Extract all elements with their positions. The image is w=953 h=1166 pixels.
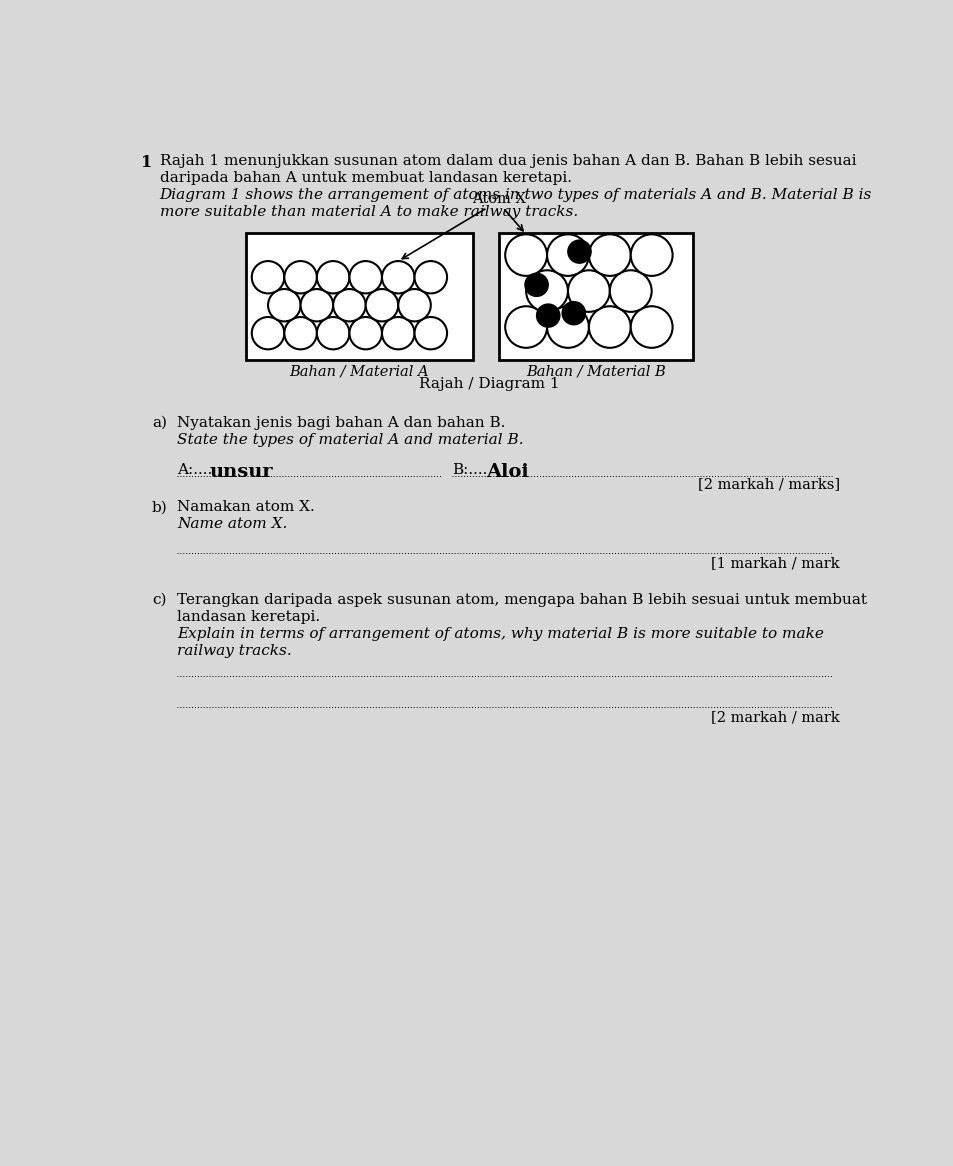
Text: Bahan / Material B: Bahan / Material B: [525, 365, 665, 379]
Text: unsur: unsur: [209, 463, 273, 482]
Circle shape: [567, 271, 609, 311]
Bar: [498, 233, 692, 360]
Circle shape: [525, 271, 567, 311]
Text: 1: 1: [141, 154, 152, 170]
Circle shape: [349, 317, 381, 350]
Text: Nyatakan jenis bagi bahan A dan bahan B.: Nyatakan jenis bagi bahan A dan bahan B.: [177, 415, 505, 429]
Circle shape: [588, 307, 630, 347]
Circle shape: [630, 307, 672, 347]
Text: landasan keretapi.: landasan keretapi.: [177, 610, 320, 624]
Text: Diagram 1 shows the arrangement of atoms in two types of materials A and B. Mate: Diagram 1 shows the arrangement of atoms…: [159, 188, 871, 202]
Circle shape: [630, 234, 672, 276]
Text: b): b): [152, 500, 168, 514]
Text: Name atom X.: Name atom X.: [177, 518, 288, 532]
Circle shape: [505, 234, 546, 276]
Text: Rajah / Diagram 1: Rajah / Diagram 1: [418, 377, 558, 391]
Text: more suitable than material A to make railway tracks.: more suitable than material A to make ra…: [159, 204, 578, 218]
Circle shape: [252, 317, 284, 350]
Bar: [245, 233, 472, 360]
Circle shape: [567, 240, 591, 264]
Circle shape: [546, 234, 588, 276]
Text: [1 markah / mark: [1 markah / mark: [711, 556, 840, 570]
Circle shape: [397, 289, 431, 322]
Circle shape: [381, 317, 415, 350]
Text: [2 markah / marks]: [2 markah / marks]: [698, 477, 840, 491]
Circle shape: [609, 271, 651, 311]
Text: daripada bahan A untuk membuat landasan keretapi.: daripada bahan A untuk membuat landasan …: [159, 170, 571, 184]
Text: Aloi: Aloi: [485, 463, 528, 482]
Circle shape: [252, 261, 284, 294]
Circle shape: [333, 289, 365, 322]
Circle shape: [316, 317, 349, 350]
Circle shape: [561, 302, 585, 324]
Circle shape: [316, 261, 349, 294]
Circle shape: [268, 289, 300, 322]
Circle shape: [546, 307, 588, 347]
Text: Namakan atom X.: Namakan atom X.: [177, 500, 314, 514]
Circle shape: [505, 307, 546, 347]
Text: Explain in terms of arrangement of atoms, why material B is more suitable to mak: Explain in terms of arrangement of atoms…: [177, 626, 823, 640]
Circle shape: [536, 304, 559, 328]
Circle shape: [524, 273, 548, 296]
Circle shape: [349, 261, 381, 294]
Text: railway tracks.: railway tracks.: [177, 644, 292, 658]
Circle shape: [588, 234, 630, 276]
Text: a): a): [152, 415, 167, 429]
Text: B:....: B:....: [452, 463, 487, 477]
Text: [2 markah / mark: [2 markah / mark: [711, 710, 840, 724]
Text: A:....: A:....: [177, 463, 213, 477]
Text: Rajah 1 menunjukkan susunan atom dalam dua jenis bahan A dan B. Bahan B lebih se: Rajah 1 menunjukkan susunan atom dalam d…: [159, 154, 855, 168]
Circle shape: [381, 261, 415, 294]
Text: Atom X: Atom X: [472, 192, 525, 206]
Circle shape: [300, 289, 333, 322]
Circle shape: [284, 317, 316, 350]
Text: State the types of material A and material B.: State the types of material A and materi…: [177, 433, 523, 447]
Text: c): c): [152, 592, 166, 606]
Text: Terangkan daripada aspek susunan atom, mengapa bahan B lebih sesuai untuk membua: Terangkan daripada aspek susunan atom, m…: [177, 592, 866, 606]
Circle shape: [415, 261, 447, 294]
Circle shape: [415, 317, 447, 350]
Text: Bahan / Material A: Bahan / Material A: [289, 365, 429, 379]
Circle shape: [284, 261, 316, 294]
Circle shape: [365, 289, 397, 322]
